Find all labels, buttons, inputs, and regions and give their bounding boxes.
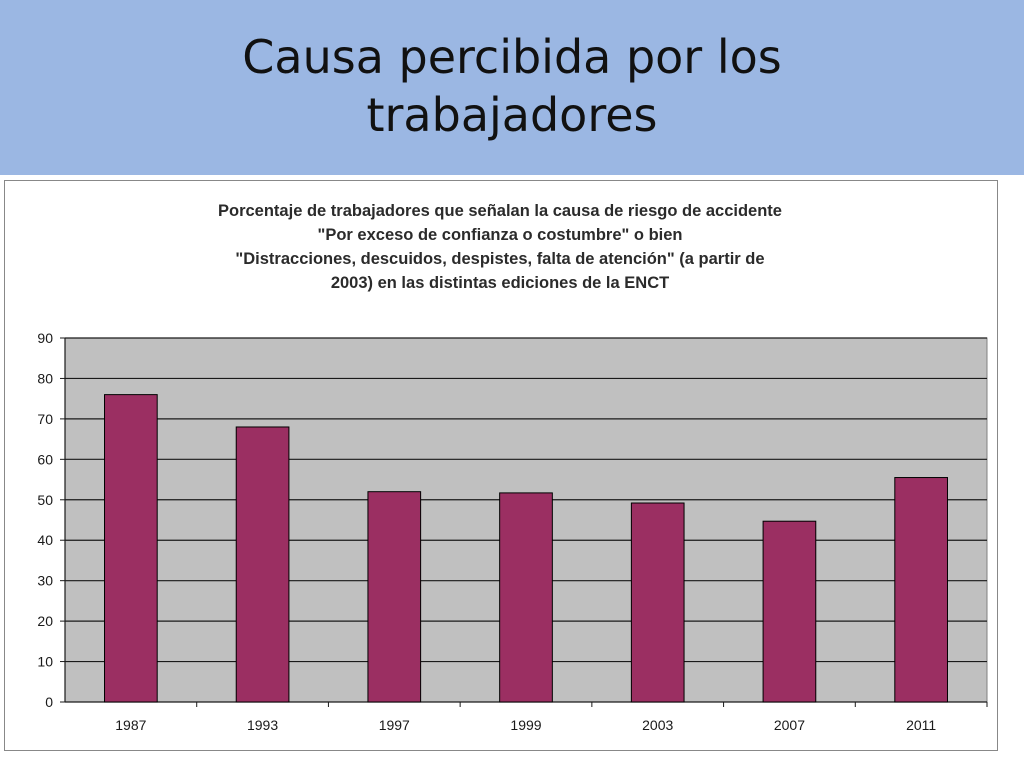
chart-title-line-1: Porcentaje de trabajadores que señalan l… [218,202,782,220]
slide-title-line-2: trabajadores [366,88,658,142]
x-tick-label-1999: 1999 [510,717,541,733]
bar-2007 [762,520,817,703]
bar-1987 [104,394,158,703]
bar-2003 [630,502,685,703]
slide-title-line-1: Causa percibida por los [242,30,782,84]
bar-chart: 0 10 20 30 40 50 60 70 80 90 1987 1993 1997 1999 2003 2… [37,330,988,733]
y-tick-label: 70 [37,411,53,427]
bar-1999 [499,492,553,703]
y-tick-label: 80 [37,370,53,386]
chart-title-line-3: "Distracciones, descuidos, despistes, fa… [235,250,765,268]
x-tick-label-2011: 2011 [906,717,936,733]
y-tick-label: 40 [37,532,53,548]
chart-title-line-2: "Por exceso de confianza o costumbre" o … [317,226,683,244]
bar-1993 [235,426,290,703]
chart-title: Porcentaje de trabajadores que señalan l… [105,199,895,295]
chart-frame: Porcentaje de trabajadores que señalan l… [4,180,998,751]
chart-title-line-4: 2003) en las distintas ediciones de la E… [330,274,670,292]
x-tick-label-1987: 1987 [115,717,146,733]
y-tick-label: 50 [37,492,53,508]
y-tick-label: 0 [45,694,53,710]
y-tick-label: 30 [37,573,53,589]
bar-1997 [367,491,422,703]
bar-2011 [894,477,948,703]
y-tick-label: 20 [37,613,53,629]
slide-title: Causa percibida por los trabajadores [0,28,1024,144]
y-tick-label: 60 [37,451,53,467]
x-tick-label-2003: 2003 [642,717,673,733]
y-tick-label: 90 [37,330,53,346]
x-tick-label-1997: 1997 [379,717,410,733]
slide-header [0,0,1024,175]
y-tick-label: 10 [37,654,53,670]
x-tick-label-2007: 2007 [774,717,805,733]
x-tick-label-1993: 1993 [247,717,278,733]
